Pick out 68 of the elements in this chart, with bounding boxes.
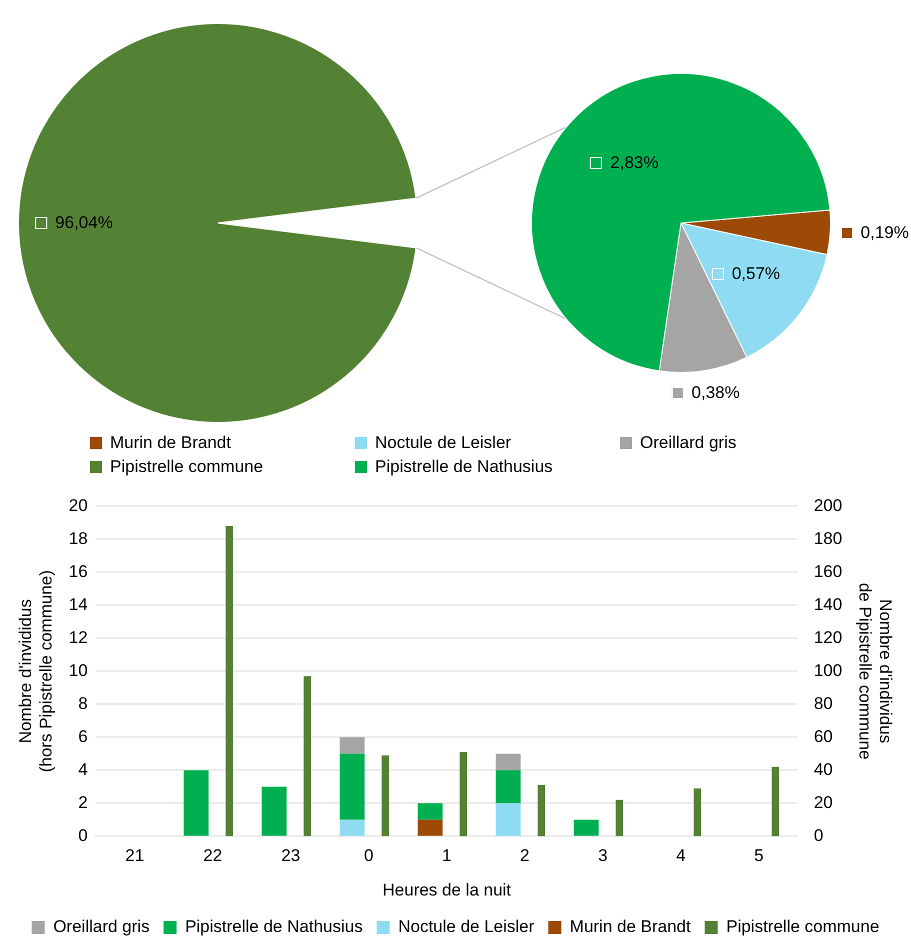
data-label: 0,38%	[692, 383, 740, 404]
bar	[694, 788, 702, 836]
legend-label: Pipistrelle commune	[726, 917, 880, 936]
y2-tick-label: 100	[814, 660, 842, 680]
y-tick-label: 20	[68, 496, 88, 515]
y-tick-label: 8	[78, 694, 88, 713]
y2-tick-label: 160	[814, 562, 842, 581]
x-tick-label: 1	[442, 846, 452, 866]
data-label: 2,83%	[610, 152, 659, 173]
legend-label: Pipistrelle de Nathusius	[375, 457, 553, 477]
legend-label: Oreillard gris	[53, 917, 150, 936]
bar	[418, 820, 443, 836]
legend-label: Pipistrelle de Nathusius	[185, 917, 363, 936]
y2-tick-label: 120	[814, 628, 842, 647]
data-label: 96,04%	[55, 213, 113, 233]
y2-tick-label: 200	[814, 496, 842, 515]
y-tick-label: 14	[68, 594, 88, 614]
bar	[340, 737, 365, 754]
bar	[340, 820, 365, 836]
x-tick-label: 0	[364, 846, 374, 866]
bar	[184, 770, 209, 836]
x-tick-label: 4	[676, 846, 686, 866]
bar	[340, 754, 365, 820]
legend-label: Pipistrelle commune	[110, 457, 264, 477]
data-label: 0,57%	[732, 264, 780, 284]
y-tick-label: 0	[78, 826, 88, 845]
bar	[496, 754, 521, 770]
bar	[382, 755, 389, 836]
bar	[418, 803, 443, 820]
y-tick-label: 2	[78, 792, 88, 812]
bar	[226, 526, 233, 836]
x-tick-label: 5	[754, 846, 764, 866]
legend-label: Oreillard gris	[640, 433, 736, 453]
y2-tick-label: 0	[814, 826, 824, 845]
y-axis-title: Nombre d'invididus (hors Pipistrelle commune)	[16, 570, 56, 772]
legend-label: Noctule de Leisler	[375, 433, 512, 453]
bar	[304, 676, 311, 836]
y2-axis-title: Nombre d'individus de Pipistrelle commune	[856, 582, 896, 760]
x-tick-label: 22	[203, 846, 222, 866]
legend-label: Murin de Brandt	[110, 433, 231, 453]
bar	[538, 785, 546, 836]
bar	[262, 786, 287, 836]
x-tick-label: 2	[520, 846, 530, 866]
y2-tick-label: 60	[814, 726, 833, 746]
legend-label: Murin de Brandt	[570, 917, 692, 936]
bar	[772, 766, 780, 836]
y-tick-label: 12	[68, 628, 88, 647]
y-tick-label: 6	[78, 726, 88, 746]
x-tick-label: 23	[281, 846, 300, 866]
y2-tick-label: 80	[814, 694, 833, 713]
y-tick-label: 16	[68, 562, 88, 581]
bar	[616, 800, 624, 836]
y2-tick-label: 20	[814, 792, 833, 812]
bar	[496, 803, 521, 836]
data-label: 0,19%	[860, 223, 909, 244]
x-axis-title: Heures de la nuit	[382, 880, 512, 900]
bar	[496, 770, 521, 804]
y-tick-label: 18	[68, 528, 88, 548]
y2-tick-label: 40	[814, 760, 833, 779]
x-tick-label: 21	[125, 846, 144, 866]
y-tick-label: 10	[68, 660, 88, 680]
bar	[460, 752, 467, 836]
x-tick-label: 3	[598, 846, 608, 866]
y2-tick-label: 140	[814, 594, 842, 614]
bar	[574, 820, 599, 836]
y-tick-label: 4	[78, 760, 88, 779]
y2-tick-label: 180	[814, 528, 842, 548]
legend-label: Noctule de Leisler	[398, 917, 535, 936]
